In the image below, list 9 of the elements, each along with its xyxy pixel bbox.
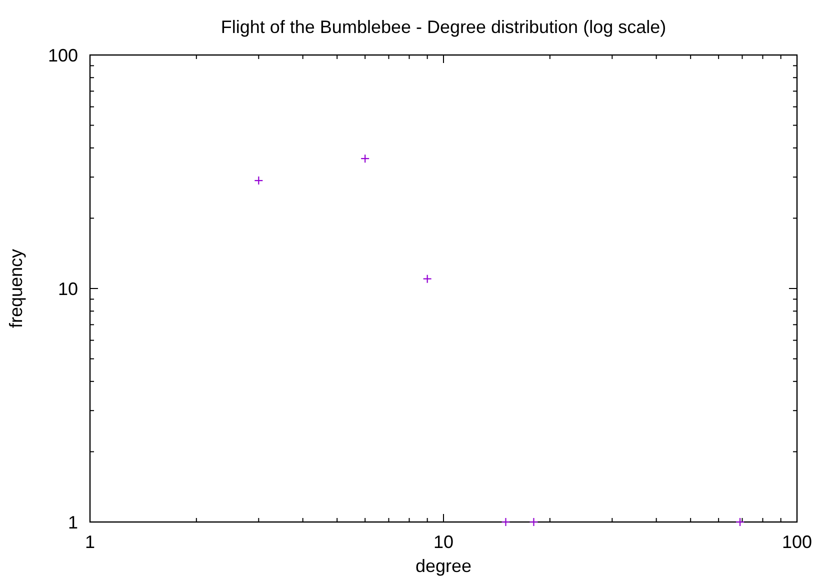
x-tick-label: 1 — [84, 532, 96, 552]
y-tick-label: 10 — [58, 278, 78, 299]
x-axis-title: degree — [415, 556, 472, 576]
y-tick-label: 1 — [68, 512, 78, 532]
x-tick-label: 10 — [433, 532, 454, 552]
y-axis-title: frequency — [6, 248, 26, 328]
y-tick-label: 100 — [48, 45, 78, 66]
x-tick-label: 100 — [782, 532, 812, 552]
chart-title: Flight of the Bumblebee - Degree distribution (log scale) — [220, 17, 666, 37]
